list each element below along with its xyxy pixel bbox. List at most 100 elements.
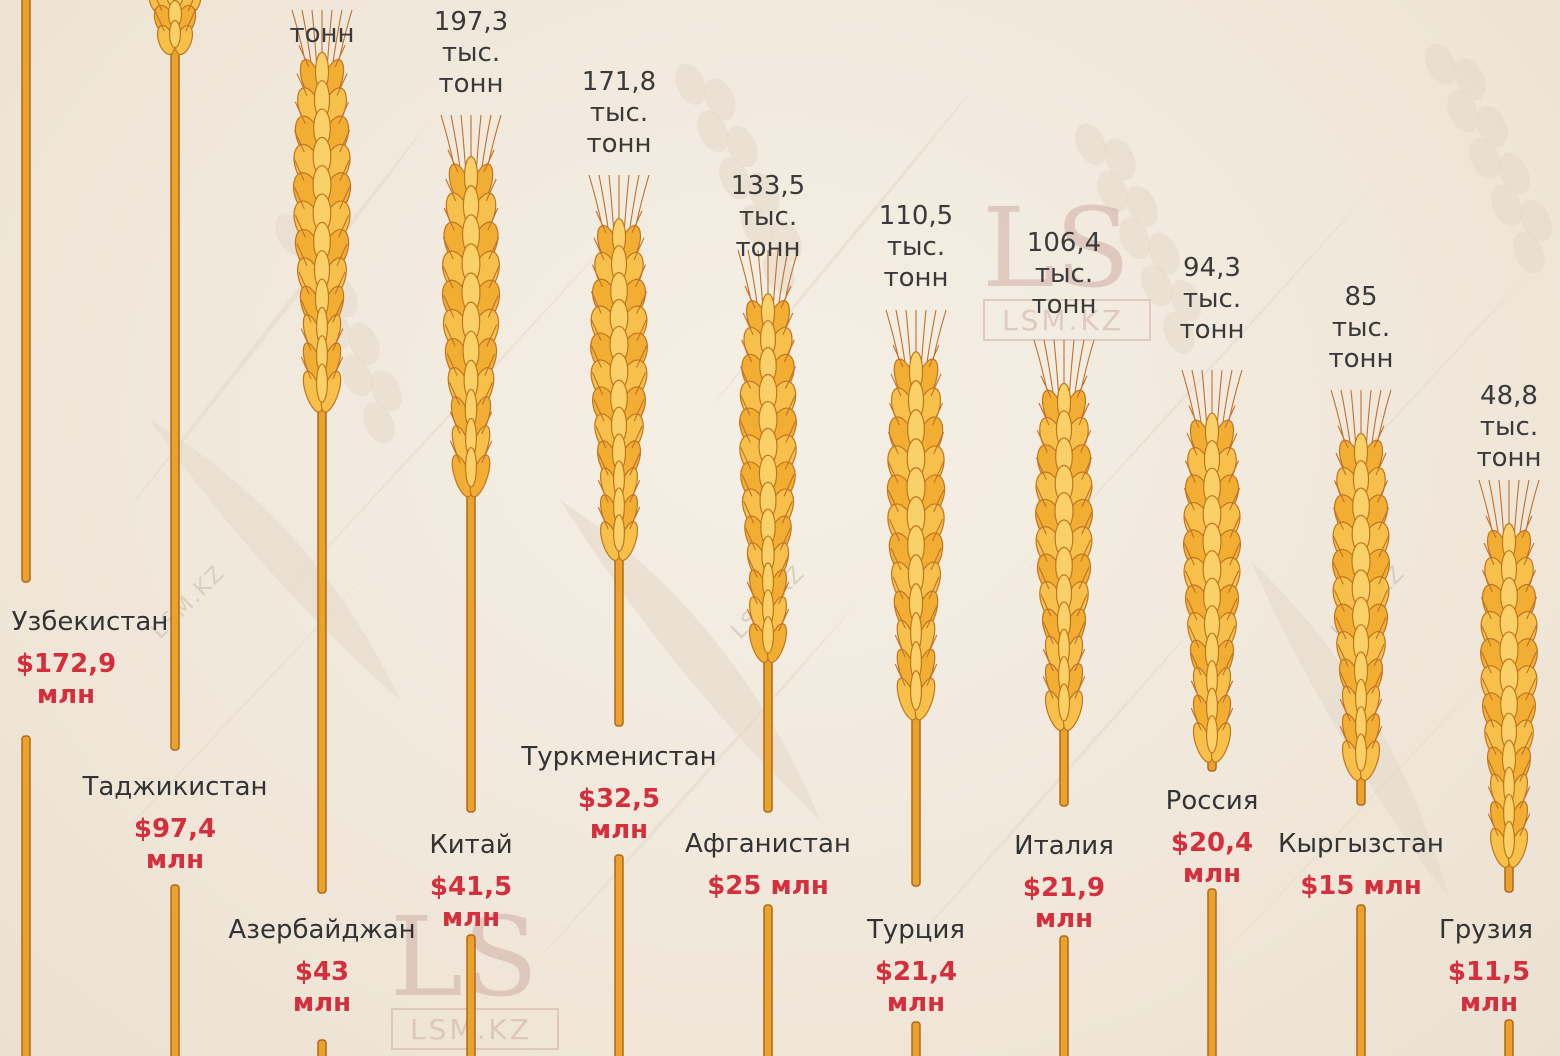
awn xyxy=(741,339,753,362)
awn xyxy=(1526,623,1538,647)
awn xyxy=(1078,402,1090,426)
awn xyxy=(338,215,350,238)
awn xyxy=(1371,726,1383,749)
awn xyxy=(933,489,945,513)
awn xyxy=(888,518,900,542)
value-label: млн xyxy=(1183,859,1241,889)
awn xyxy=(590,345,602,368)
stem-lower xyxy=(170,884,180,1056)
awn xyxy=(338,101,350,125)
awn xyxy=(1081,512,1093,535)
background-leaf xyxy=(1000,180,1380,600)
awn xyxy=(293,158,305,181)
country-label: Россия xyxy=(1166,786,1259,816)
awn xyxy=(443,207,455,231)
awn xyxy=(336,73,348,96)
awn xyxy=(778,554,790,578)
awn xyxy=(294,215,306,238)
awn xyxy=(481,382,493,405)
stem-lower xyxy=(1059,935,1069,1056)
stem-lower xyxy=(1504,1019,1514,1056)
awn xyxy=(293,186,305,210)
awn xyxy=(746,581,758,605)
awn xyxy=(593,237,605,261)
awn xyxy=(894,605,906,629)
awn xyxy=(1080,430,1092,453)
awn xyxy=(339,186,351,210)
awn xyxy=(1036,430,1048,453)
awn xyxy=(785,420,797,443)
awn xyxy=(932,402,944,426)
awn xyxy=(339,158,351,181)
awn xyxy=(745,527,757,551)
awn xyxy=(631,210,643,234)
awn xyxy=(1521,515,1533,539)
country-label: Афганистан xyxy=(685,829,851,859)
wheat-ear xyxy=(1478,479,1540,868)
volume-label-line: тыс. xyxy=(590,98,648,128)
svg-text:LS: LS xyxy=(982,184,1130,312)
value-label: млн xyxy=(442,903,500,933)
awn xyxy=(449,440,461,464)
awn xyxy=(593,399,605,422)
volume-label-line: тонн xyxy=(1476,443,1541,473)
awn xyxy=(300,356,312,380)
awn xyxy=(1184,570,1196,593)
awn xyxy=(1228,460,1240,483)
volume-label-line: 94,3 xyxy=(1183,253,1241,283)
value-label: млн xyxy=(1035,904,1093,934)
awn xyxy=(741,474,753,497)
stem-lower xyxy=(21,735,31,1056)
awn xyxy=(293,130,305,153)
value-label: $15 млн xyxy=(1300,871,1422,901)
awn xyxy=(740,447,752,470)
value-label: $25 млн xyxy=(707,871,829,901)
awn xyxy=(1519,786,1531,809)
awn xyxy=(591,372,603,395)
volume-label-line: тонн xyxy=(1031,290,1096,320)
awn xyxy=(635,264,647,287)
awn xyxy=(1332,507,1344,530)
awn xyxy=(1523,542,1535,566)
awn xyxy=(1188,625,1200,648)
awn xyxy=(784,447,796,470)
awn xyxy=(894,634,906,658)
awn xyxy=(1333,589,1345,612)
awn xyxy=(1337,644,1349,667)
awn xyxy=(890,547,902,571)
awn xyxy=(743,501,755,524)
awn xyxy=(1081,484,1093,508)
awn xyxy=(332,328,344,351)
awn xyxy=(629,506,641,530)
value-label: $32,5 xyxy=(578,784,660,814)
awn xyxy=(1373,644,1385,667)
awn xyxy=(1229,515,1241,538)
awn xyxy=(631,425,643,449)
volume-label-line: тонн xyxy=(586,129,651,159)
wheat-ear xyxy=(737,249,799,664)
awn xyxy=(1525,569,1537,593)
awn xyxy=(1183,542,1195,566)
awn xyxy=(1229,487,1241,511)
value-label: млн xyxy=(146,845,204,875)
awn xyxy=(595,425,607,449)
awn xyxy=(597,506,609,530)
awn xyxy=(744,285,756,309)
value-label: $21,4 xyxy=(875,957,957,987)
volume-label-line: тыс. xyxy=(1332,313,1390,343)
stem-lower xyxy=(614,854,624,1056)
stem-lower xyxy=(1207,888,1217,1056)
awn xyxy=(447,149,459,173)
awn xyxy=(887,489,899,513)
awn xyxy=(1332,534,1344,558)
awn xyxy=(1076,375,1088,398)
awn xyxy=(481,411,493,434)
wheat-ear xyxy=(588,174,650,562)
awn xyxy=(1184,460,1196,483)
